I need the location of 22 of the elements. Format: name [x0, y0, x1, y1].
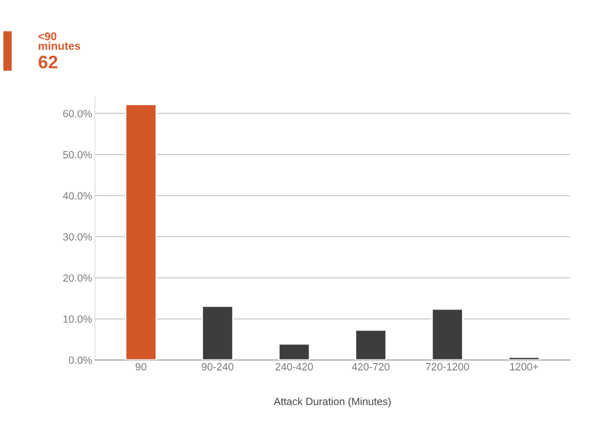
x-tick-label: 90 — [136, 363, 146, 370]
bar — [508, 356, 540, 360]
bar — [354, 329, 387, 360]
y-tick-label: 20.0% — [63, 274, 92, 282]
x-tick-label: 1200+ — [510, 363, 538, 370]
y-tick-label: 50.0% — [63, 151, 92, 158]
x-axis-title: Attack Duration (Minutes) — [274, 397, 391, 408]
bar — [278, 343, 310, 360]
y-tick-label: 30.0% — [63, 233, 92, 241]
x-tick-label: 420-720 — [352, 363, 390, 370]
y-tick-label: 40.0% — [62, 192, 92, 200]
text: <90 minutes — [38, 32, 80, 50]
text: 62 — [38, 56, 58, 68]
bar — [202, 305, 234, 360]
x-tick-label: 240-420 — [276, 363, 313, 370]
x-tick-label: 90-240 — [202, 363, 234, 370]
y-tick-label: 0.0% — [68, 356, 92, 364]
y-tick-label: 60.0% — [63, 110, 92, 118]
bar — [124, 104, 157, 360]
y-tick-label: 10.0% — [63, 315, 92, 323]
x-tick-label: 720-1200 — [426, 363, 470, 370]
bar — [431, 308, 464, 360]
